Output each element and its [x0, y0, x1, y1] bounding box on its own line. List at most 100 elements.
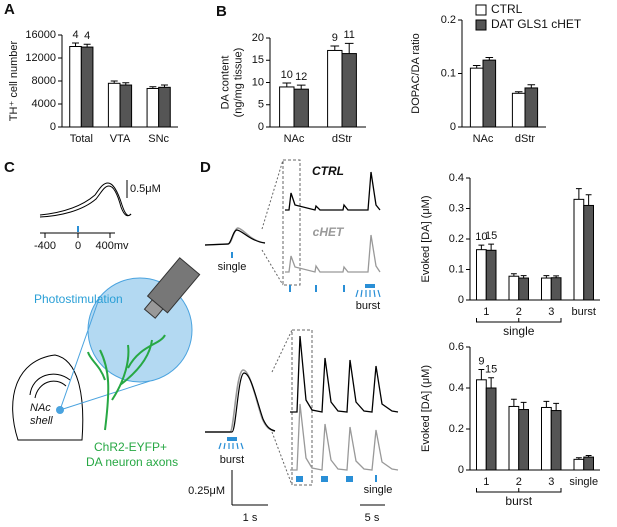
y-tick-label: 0 [50, 121, 56, 133]
y-axis-label: Evoked [DA] (μM) [420, 365, 432, 452]
legend-swatch [475, 4, 487, 16]
scale-label: 0.5μM [130, 183, 161, 195]
stim-label: single [218, 261, 247, 273]
y-tick-label: 10 [252, 76, 264, 88]
bar [158, 86, 171, 128]
bar [476, 249, 487, 301]
error-bar [330, 45, 340, 51]
y-tick-label: 0.1 [449, 263, 464, 275]
x-tick-label: 3 [548, 306, 554, 318]
bar [146, 87, 160, 128]
n-label: 10 [281, 69, 293, 81]
bar [541, 277, 552, 301]
panel-label: C [4, 159, 15, 176]
error-bar [282, 82, 292, 87]
error-bar [488, 243, 495, 251]
group-label: single [503, 324, 535, 338]
y-tick-label: 15 [252, 54, 264, 66]
y-tick-label: 16000 [25, 29, 56, 41]
panel-label: B [216, 3, 227, 20]
bar [541, 406, 552, 471]
bar [69, 46, 82, 128]
bar [327, 49, 343, 128]
bar [485, 387, 497, 471]
bar [508, 275, 520, 301]
n-label: 10 [475, 231, 487, 243]
error-bar [510, 273, 517, 277]
y-tick-label: 0.3 [449, 202, 464, 214]
tick-label: -400 [34, 240, 56, 252]
bar [550, 277, 562, 301]
error-bar [520, 275, 527, 279]
error-bar [110, 80, 118, 84]
region-label: NAc [30, 402, 51, 414]
x-tick-label: NAc [473, 133, 494, 145]
x-tick-label: 2 [516, 476, 522, 488]
traces [204, 159, 399, 506]
x-tick-label: burst [572, 306, 596, 318]
error-bar [160, 84, 168, 88]
schematic-title: Photostimulation [34, 292, 123, 306]
error-bar [553, 275, 560, 278]
error-bar [585, 194, 592, 206]
bar [80, 46, 94, 128]
axon-label: DA neuron axons [86, 455, 178, 469]
tick-label: 0 [75, 240, 81, 252]
error-bar [514, 91, 523, 94]
x-tick-label: Total [70, 133, 93, 145]
bar [482, 59, 497, 128]
x-tick-label: dStr [332, 133, 353, 145]
x-tick-label: 3 [548, 476, 554, 488]
n-label: 9 [332, 32, 338, 44]
bar [279, 86, 295, 128]
panel-label: D [200, 159, 211, 176]
y-axis-label: (ng/mg tissue) [232, 48, 244, 118]
y-tick-label: 0.2 [449, 233, 464, 245]
bar [476, 379, 487, 471]
bar [550, 410, 562, 471]
y-tick-label: 12000 [25, 52, 56, 64]
bar [469, 67, 484, 128]
y-axis-label: Evoked [DA] (μM) [420, 195, 432, 282]
x-tick-label: 2 [516, 306, 522, 318]
x-tick-label: 1 [483, 306, 489, 318]
tick-label: 400mv [95, 240, 129, 252]
error-bar [485, 56, 494, 61]
bar [573, 458, 585, 471]
n-label: 15 [485, 230, 497, 242]
group-bracket [476, 488, 562, 493]
y-axis-label: DOPAC/DA ratio [410, 33, 422, 114]
bar [511, 92, 526, 128]
voltammogram [39, 180, 132, 238]
error-bar [553, 402, 560, 411]
y-tick-label: 4000 [32, 98, 56, 110]
error-bar [543, 400, 550, 408]
scale-label: 5 s [365, 512, 380, 524]
n-label: 12 [295, 71, 307, 83]
error-bar [510, 398, 517, 407]
y-tick-label: 0 [450, 121, 456, 133]
y-tick-label: 0.2 [449, 423, 464, 435]
y-tick-label: 0.4 [449, 172, 464, 184]
n-label: 4 [84, 30, 90, 42]
y-axis-label: DA content [219, 56, 231, 110]
x-tick-label: SNc [148, 133, 169, 145]
axon-label: ChR2-EYFP+ [94, 440, 167, 454]
bar [583, 204, 594, 301]
group-label: burst [505, 494, 532, 508]
bar [508, 405, 520, 471]
y-tick-label: 8000 [32, 75, 56, 87]
error-bar [527, 84, 536, 88]
error-bar [83, 43, 91, 48]
bar [573, 198, 585, 301]
x-tick-label: single [569, 476, 598, 488]
legend-label: DAT GLS1 cHET [491, 17, 582, 31]
y-tick-label: 0.4 [449, 382, 464, 394]
bar [119, 84, 133, 128]
bar [485, 249, 497, 301]
error-bar [478, 369, 485, 380]
y-tick-label: 5 [258, 99, 264, 111]
bar [293, 88, 309, 128]
y-tick-label: 0.1 [441, 67, 456, 79]
x-tick-label: NAc [284, 133, 305, 145]
